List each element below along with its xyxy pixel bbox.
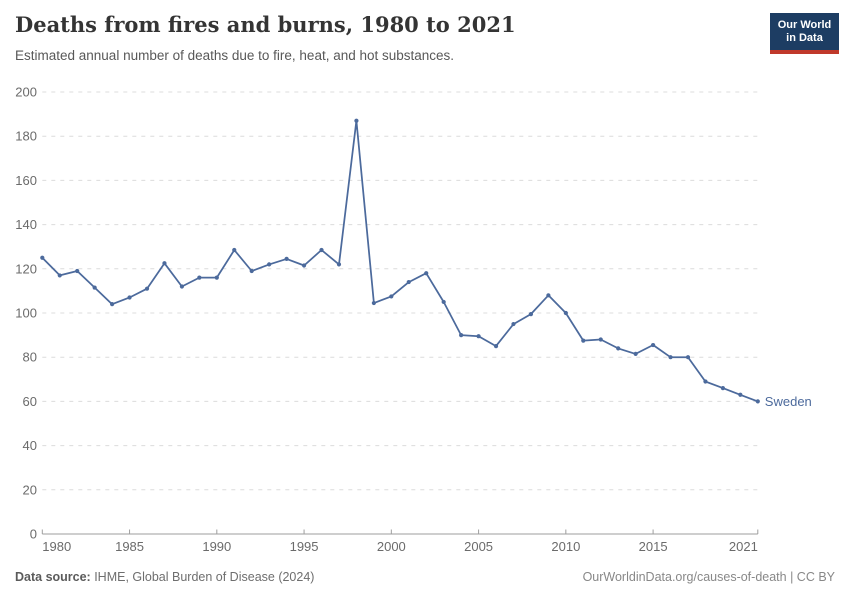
data-point[interactable] bbox=[232, 247, 237, 253]
owid-logo-line2: in Data bbox=[786, 31, 823, 44]
data-point[interactable] bbox=[144, 286, 150, 291]
x-tick-label: 2021 bbox=[729, 539, 758, 554]
x-tick-label: 2000 bbox=[377, 539, 406, 554]
x-tick-label: 1990 bbox=[202, 539, 231, 554]
y-tick-label: 80 bbox=[23, 350, 37, 365]
data-point[interactable] bbox=[197, 275, 202, 280]
data-point[interactable] bbox=[214, 275, 219, 280]
y-tick-label: 100 bbox=[15, 306, 37, 321]
data-point[interactable] bbox=[354, 118, 359, 123]
x-tick-label: 2005 bbox=[464, 539, 493, 554]
data-point[interactable] bbox=[179, 284, 185, 289]
data-point[interactable] bbox=[162, 261, 167, 266]
data-point[interactable] bbox=[57, 273, 62, 278]
data-point[interactable] bbox=[267, 262, 272, 267]
data-point[interactable] bbox=[92, 285, 97, 290]
owid-logo[interactable]: Our World in Data bbox=[770, 13, 839, 54]
credit-link[interactable]: OurWorldinData.org/causes-of-death | CC … bbox=[582, 570, 835, 584]
chart-subtitle: Estimated annual number of deaths due to… bbox=[15, 48, 455, 63]
data-point[interactable] bbox=[459, 333, 464, 338]
data-point[interactable] bbox=[249, 268, 254, 274]
x-tick-label: 1995 bbox=[290, 539, 319, 554]
entity-label-sweden[interactable]: Sweden bbox=[765, 394, 812, 409]
data-point[interactable] bbox=[528, 312, 534, 317]
data-point[interactable] bbox=[371, 300, 376, 306]
data-point[interactable] bbox=[284, 256, 289, 261]
y-tick-label: 0 bbox=[30, 527, 37, 542]
y-tick-label: 160 bbox=[15, 173, 37, 188]
y-tick-label: 40 bbox=[23, 438, 37, 453]
plot-area[interactable] bbox=[42, 86, 758, 534]
x-tick-label: 2010 bbox=[551, 539, 580, 554]
data-point[interactable] bbox=[633, 351, 638, 356]
y-tick-label: 20 bbox=[23, 482, 37, 497]
data-source-value: IHME, Global Burden of Disease (2024) bbox=[90, 570, 315, 584]
data-point[interactable] bbox=[75, 268, 80, 274]
y-tick-label: 120 bbox=[15, 261, 37, 276]
data-point[interactable] bbox=[476, 334, 481, 339]
y-tick-label: 60 bbox=[23, 394, 37, 409]
x-tick-label: 1985 bbox=[115, 539, 144, 554]
data-point[interactable] bbox=[301, 263, 307, 268]
data-point[interactable] bbox=[40, 255, 45, 260]
data-point[interactable] bbox=[511, 321, 516, 327]
data-point[interactable] bbox=[563, 310, 568, 316]
data-point[interactable] bbox=[127, 295, 132, 300]
y-tick-label: 180 bbox=[15, 129, 37, 144]
series-line-sweden bbox=[41, 119, 759, 403]
data-point[interactable] bbox=[685, 355, 691, 360]
data-point[interactable] bbox=[493, 344, 499, 349]
data-point[interactable] bbox=[406, 279, 411, 285]
data-source: Data source: IHME, Global Burden of Dise… bbox=[15, 570, 314, 584]
data-point[interactable] bbox=[546, 293, 551, 298]
chart-title: Deaths from fires and burns, 1980 to 202… bbox=[15, 12, 516, 37]
x-tick-label: 2015 bbox=[639, 539, 668, 554]
data-point[interactable] bbox=[389, 294, 394, 299]
data-point[interactable] bbox=[424, 271, 429, 276]
y-tick-label: 200 bbox=[15, 85, 37, 100]
data-point[interactable] bbox=[336, 262, 342, 267]
data-point[interactable] bbox=[598, 337, 603, 342]
data-point[interactable] bbox=[441, 299, 446, 305]
data-point[interactable] bbox=[738, 392, 743, 397]
data-point[interactable] bbox=[319, 247, 324, 253]
data-point[interactable] bbox=[110, 302, 115, 307]
owid-logo-line1: Our World bbox=[777, 18, 832, 31]
data-point[interactable] bbox=[703, 379, 708, 384]
data-point[interactable] bbox=[650, 342, 656, 348]
data-point[interactable] bbox=[720, 386, 725, 391]
data-point[interactable] bbox=[668, 355, 673, 360]
x-tick-label: 1980 bbox=[42, 539, 71, 554]
data-point[interactable] bbox=[755, 399, 760, 404]
data-point[interactable] bbox=[581, 338, 586, 343]
data-source-label: Data source: bbox=[15, 570, 91, 584]
data-point[interactable] bbox=[616, 346, 621, 351]
y-tick-label: 140 bbox=[15, 217, 37, 232]
